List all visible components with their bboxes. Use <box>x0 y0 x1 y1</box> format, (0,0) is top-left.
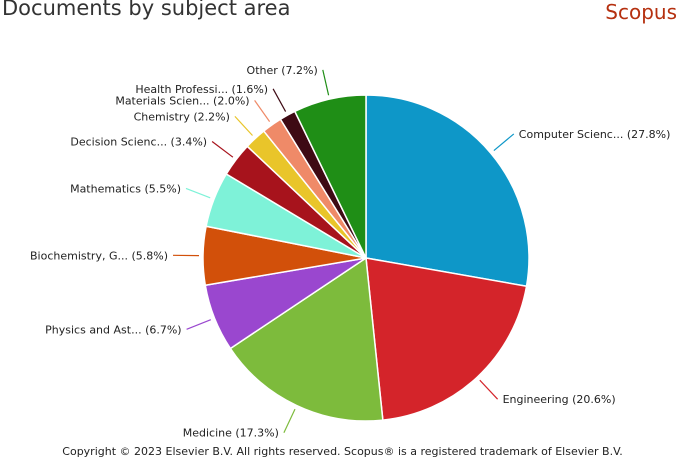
leader-line-computer-scienc <box>493 133 515 152</box>
pie-slice-other[interactable] <box>293 94 367 259</box>
leader-line-health-professi <box>272 88 287 112</box>
data-label-mathematics: Mathematics (5.5%) <box>70 182 181 195</box>
leader-line-engineering <box>479 379 499 400</box>
leader-line-decision-scienc <box>211 141 234 158</box>
data-label-engineering: Engineering (20.6%) <box>503 393 616 406</box>
chart-title: Documents by subject area <box>2 0 291 20</box>
leader-line-mathematics <box>185 187 211 199</box>
data-label-other: Other (7.2%) <box>247 64 318 77</box>
scopus-logo[interactable]: Scopus <box>605 0 677 24</box>
data-label-physics-and-ast: Physics and Ast... (6.7%) <box>45 323 181 336</box>
pie-slice-engineering[interactable] <box>365 257 528 421</box>
pie-chart: Computer Scienc... (27.8%) Engineering (2… <box>30 64 671 440</box>
copyright-footer: Copyright © 2023 Elsevier B.V. All right… <box>62 445 623 458</box>
data-label-medicine: Medicine (17.3%) <box>183 427 279 440</box>
pie-slice-computer-scienc[interactable] <box>365 94 530 288</box>
pie-slice-medicine[interactable] <box>229 256 384 422</box>
leader-line-physics-and-ast <box>186 319 212 330</box>
data-label-materials-scien: Materials Scien... (2.0%) <box>115 94 249 107</box>
data-label-biochemistry-g: Biochemistry, G... (5.8%) <box>30 249 168 262</box>
leader-line-other <box>322 69 330 96</box>
leader-line-chemistry <box>234 115 253 136</box>
leader-line-materials-scien <box>254 100 271 122</box>
data-label-computer-scienc: Computer Scienc... (27.8%) <box>519 128 671 141</box>
leader-line-medicine <box>283 408 296 433</box>
data-label-health-professi: Health Professi... (1.6%) <box>135 83 268 96</box>
data-label-decision-scienc: Decision Scienc... (3.4%) <box>70 136 207 149</box>
data-label-chemistry: Chemistry (2.2%) <box>134 110 230 123</box>
